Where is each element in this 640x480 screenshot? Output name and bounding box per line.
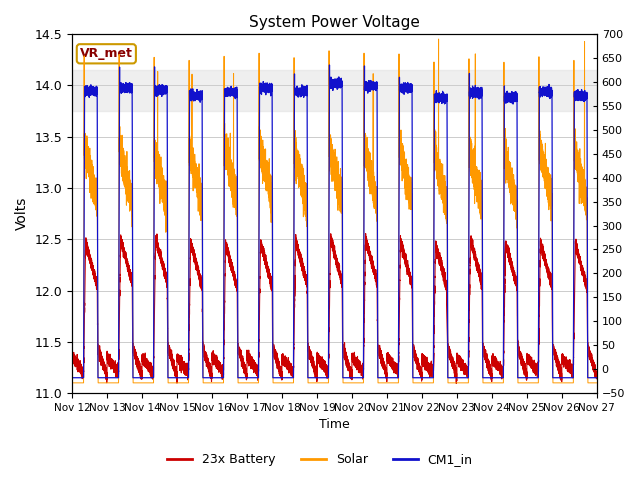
Title: System Power Voltage: System Power Voltage bbox=[249, 15, 420, 30]
Bar bbox=[72, 70, 596, 111]
X-axis label: Time: Time bbox=[319, 419, 350, 432]
Legend: 23x Battery, Solar, CM1_in: 23x Battery, Solar, CM1_in bbox=[163, 448, 477, 471]
Text: VR_met: VR_met bbox=[80, 48, 132, 60]
Y-axis label: Volts: Volts bbox=[15, 197, 29, 230]
